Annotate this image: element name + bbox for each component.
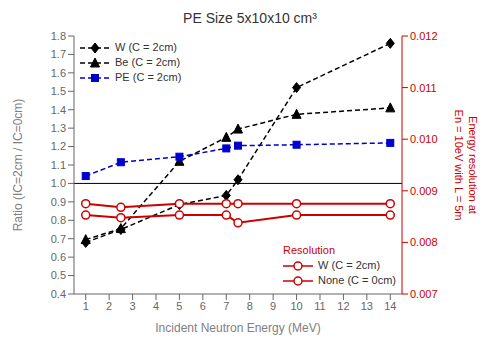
svg-text:0.7: 0.7: [51, 233, 66, 245]
svg-text:0.012: 0.012: [410, 30, 438, 42]
svg-text:0.011: 0.011: [410, 82, 437, 94]
html-text:W (C = 2cm): W (C = 2cm): [115, 41, 177, 53]
svg-text:14: 14: [384, 300, 396, 312]
svg-text:1.6: 1.6: [51, 67, 66, 79]
svg-text:1.4: 1.4: [51, 104, 66, 116]
svg-text:0.6: 0.6: [51, 251, 66, 263]
svg-text:0.009: 0.009: [410, 185, 438, 197]
svg-text:8: 8: [247, 300, 253, 312]
svg-text:0.8: 0.8: [51, 214, 66, 226]
html-text:None (C = 0cm): None (C = 0cm): [318, 274, 396, 286]
svg-text:1: 1: [83, 300, 89, 312]
svg-text:12: 12: [337, 300, 349, 312]
svg-text:1.7: 1.7: [51, 48, 66, 60]
svg-text:4: 4: [153, 300, 159, 312]
svg-text:0.010: 0.010: [410, 133, 438, 145]
svg-text:1.0: 1.0: [51, 177, 66, 189]
svg-text:0.008: 0.008: [410, 236, 438, 248]
svg-text:0.5: 0.5: [51, 269, 66, 281]
html-text:PE Size 5x10x10 cm³: PE Size 5x10x10 cm³: [183, 10, 317, 26]
svg-text:2: 2: [106, 300, 112, 312]
svg-text:Incident Neutron Energy (MeV): Incident Neutron Energy (MeV): [155, 321, 320, 335]
html-text:PE (C = 2cm): PE (C = 2cm): [115, 71, 182, 83]
svg-text:1.2: 1.2: [51, 140, 66, 152]
svg-text:10: 10: [290, 300, 302, 312]
svg-text:0.007: 0.007: [410, 288, 438, 300]
html-text:Resolution: Resolution: [283, 244, 335, 256]
svg-text:6: 6: [200, 300, 206, 312]
svg-text:5: 5: [176, 300, 182, 312]
svg-text:0.4: 0.4: [51, 288, 66, 300]
svg-text:3: 3: [130, 300, 136, 312]
svg-text:1.1: 1.1: [51, 159, 66, 171]
svg-text:11: 11: [314, 300, 325, 312]
svg-text:7: 7: [223, 300, 229, 312]
svg-text:0.9: 0.9: [51, 196, 66, 208]
svg-text:1.5: 1.5: [51, 85, 66, 97]
svg-text:Ratio (IC=2cm / IC=0cm): Ratio (IC=2cm / IC=0cm): [11, 99, 25, 232]
html-text:W (C = 2cm): W (C = 2cm): [318, 259, 381, 271]
svg-text:1.3: 1.3: [51, 122, 66, 134]
svg-text:13: 13: [361, 300, 373, 312]
html-text:Be (C = 2cm): Be (C = 2cm): [115, 56, 181, 68]
svg-text:Energy resolution atEn = 10eV: Energy resolution atEn = 10eV with L = 5…: [453, 110, 478, 221]
svg-text:9: 9: [270, 300, 276, 312]
svg-text:1.8: 1.8: [51, 30, 66, 42]
